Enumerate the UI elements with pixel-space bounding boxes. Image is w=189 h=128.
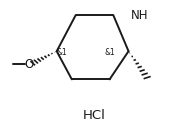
Text: O: O <box>25 57 34 71</box>
Text: &1: &1 <box>105 48 116 57</box>
Text: HCl: HCl <box>83 109 106 122</box>
Text: &1: &1 <box>56 48 67 57</box>
Text: NH: NH <box>130 9 148 22</box>
